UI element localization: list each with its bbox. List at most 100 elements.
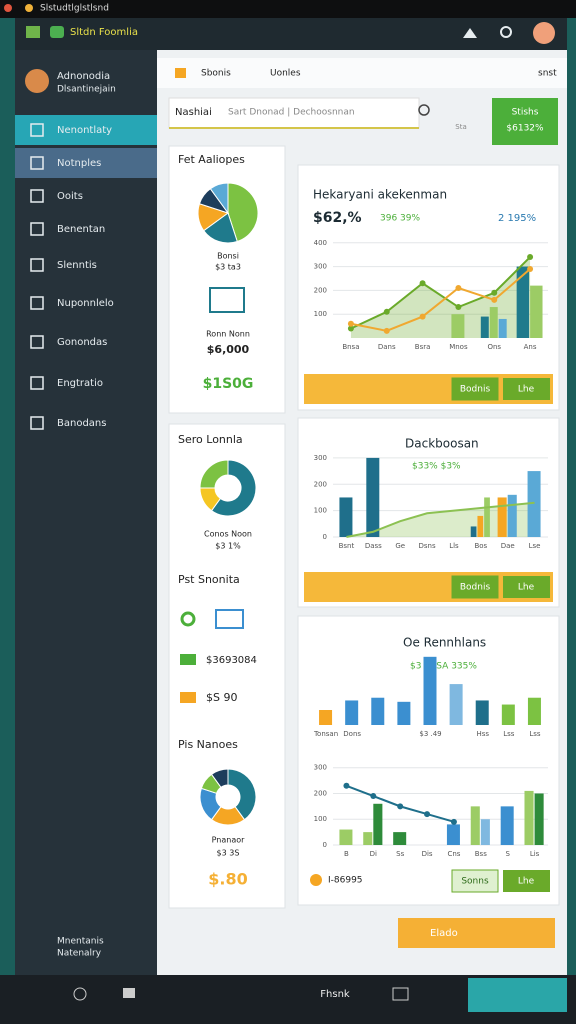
button-label: Lhe	[518, 583, 535, 593]
action-button[interactable]	[503, 576, 550, 598]
green-button[interactable]	[492, 98, 558, 145]
line-point	[424, 811, 431, 818]
pie-slice	[210, 459, 257, 517]
taskbar-icon[interactable]	[123, 988, 135, 998]
x-tick-label: Mnos	[449, 343, 468, 351]
pie-label: Pnanaor	[212, 836, 246, 845]
x-tick-label: Dans	[378, 343, 396, 351]
line-point	[343, 782, 350, 789]
bar	[501, 704, 515, 725]
menu-item: Nenontlaty	[57, 125, 112, 136]
taskbar-active[interactable]	[468, 978, 567, 1012]
toolbar-icon	[175, 68, 186, 78]
y-tick-label: 300	[314, 454, 327, 462]
action-button[interactable]	[451, 869, 499, 893]
chart-subtitle: $3 R3SA 335%	[410, 662, 477, 672]
line	[350, 268, 531, 332]
y-tick-label: 100	[314, 815, 327, 823]
pie-label: Bonsi	[217, 252, 239, 261]
x-tick-label: Dae	[501, 542, 515, 550]
app-name: Sltdn Foomlia	[70, 27, 138, 38]
avatar[interactable]	[533, 22, 555, 44]
action-button[interactable]	[451, 575, 499, 599]
item-label: Ronn Nonn	[206, 330, 250, 339]
y-tick-label: 300	[314, 764, 327, 772]
x-tick-label: Bss	[475, 850, 487, 858]
footer-button[interactable]	[398, 918, 555, 948]
taskbar-icon[interactable]	[392, 987, 409, 1001]
action-button[interactable]	[451, 377, 499, 401]
button-label: Stishs	[512, 108, 539, 118]
row-value: $S 90	[206, 691, 237, 704]
bar	[363, 832, 373, 845]
menu-icon	[30, 335, 44, 349]
section-title: Pis Nanoes	[178, 738, 238, 751]
action-button[interactable]	[503, 870, 550, 892]
pie-slice	[199, 459, 229, 489]
hover-item[interactable]	[15, 148, 157, 178]
toolbar	[157, 58, 567, 88]
min-dot[interactable]	[25, 4, 33, 12]
button-value: $6132%	[506, 124, 544, 134]
menu-icon	[30, 222, 44, 236]
x-tick-label: Dons	[343, 730, 361, 738]
bar	[446, 824, 460, 845]
bar	[484, 497, 490, 537]
bar	[475, 700, 489, 725]
x-tick-label: Bnsa	[342, 343, 359, 351]
bar	[498, 318, 507, 338]
active-item[interactable]	[15, 115, 157, 145]
menu-icon	[30, 258, 44, 272]
x-tick-label: Lse	[529, 542, 541, 550]
menu-icon	[30, 189, 44, 203]
chart-title: Oe Rennhlans	[403, 636, 486, 650]
x-tick-label: Lis	[530, 850, 540, 858]
app-logo	[26, 26, 40, 38]
y-tick-label: 200	[314, 480, 327, 488]
search-placeholder: Sart Dnonad | Dechoosnnan	[228, 108, 355, 118]
search-icon[interactable]	[500, 26, 512, 38]
y-tick-label: 100	[314, 507, 327, 515]
x-tick-label: Tonsan	[313, 730, 338, 738]
line-point	[491, 289, 498, 296]
row-icon	[180, 692, 196, 703]
button-label: Sonns	[461, 877, 489, 887]
chart-subtitle: $33% $3%	[412, 462, 461, 472]
x-tick-label: Ss	[396, 850, 404, 858]
bar	[530, 285, 543, 338]
line-point	[527, 254, 534, 261]
y-tick-label: 100	[314, 310, 327, 318]
notify-icon[interactable]	[463, 28, 477, 38]
menu-item: Benentan	[57, 224, 105, 235]
item-value: $6,000	[207, 343, 250, 356]
search-glass[interactable]	[418, 104, 430, 116]
pie-slice	[227, 768, 257, 821]
x-tick-label: $3 .49	[419, 730, 441, 738]
row-icon	[215, 609, 244, 629]
button-label: Lhe	[518, 385, 535, 395]
bar	[534, 793, 544, 845]
menu-item: Slenntis	[57, 260, 97, 271]
taskbar-icon[interactable]	[73, 987, 87, 1001]
bar	[423, 656, 437, 725]
tab: Uonles	[270, 69, 301, 79]
line	[350, 256, 531, 330]
menu-icon	[30, 296, 44, 310]
line-point	[491, 296, 498, 303]
bar	[319, 710, 333, 725]
action-button[interactable]	[503, 378, 550, 400]
pie-value: $3 3S	[217, 849, 240, 858]
menu-icon	[30, 123, 44, 137]
bar	[339, 497, 353, 537]
menu-item: Engtratio	[57, 378, 103, 389]
close-dot[interactable]	[4, 4, 12, 12]
sidebar	[15, 50, 157, 975]
title-bar	[0, 0, 576, 18]
line-point	[347, 325, 354, 332]
pie-slice	[203, 212, 238, 244]
bar	[449, 684, 463, 725]
bar	[451, 314, 465, 338]
line-point	[383, 327, 390, 334]
bar	[470, 806, 480, 845]
